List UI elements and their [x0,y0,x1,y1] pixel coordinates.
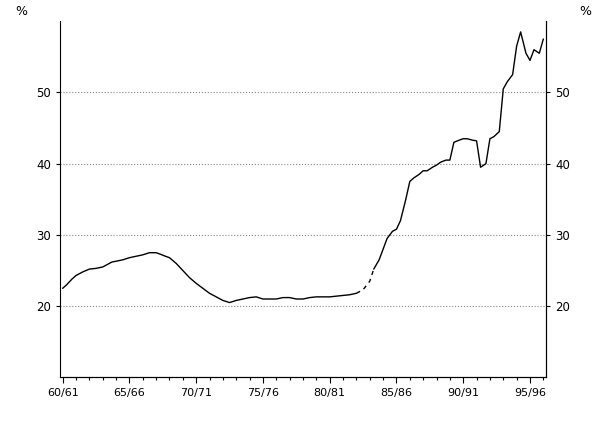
Text: %: % [15,5,27,18]
Text: %: % [579,5,591,18]
